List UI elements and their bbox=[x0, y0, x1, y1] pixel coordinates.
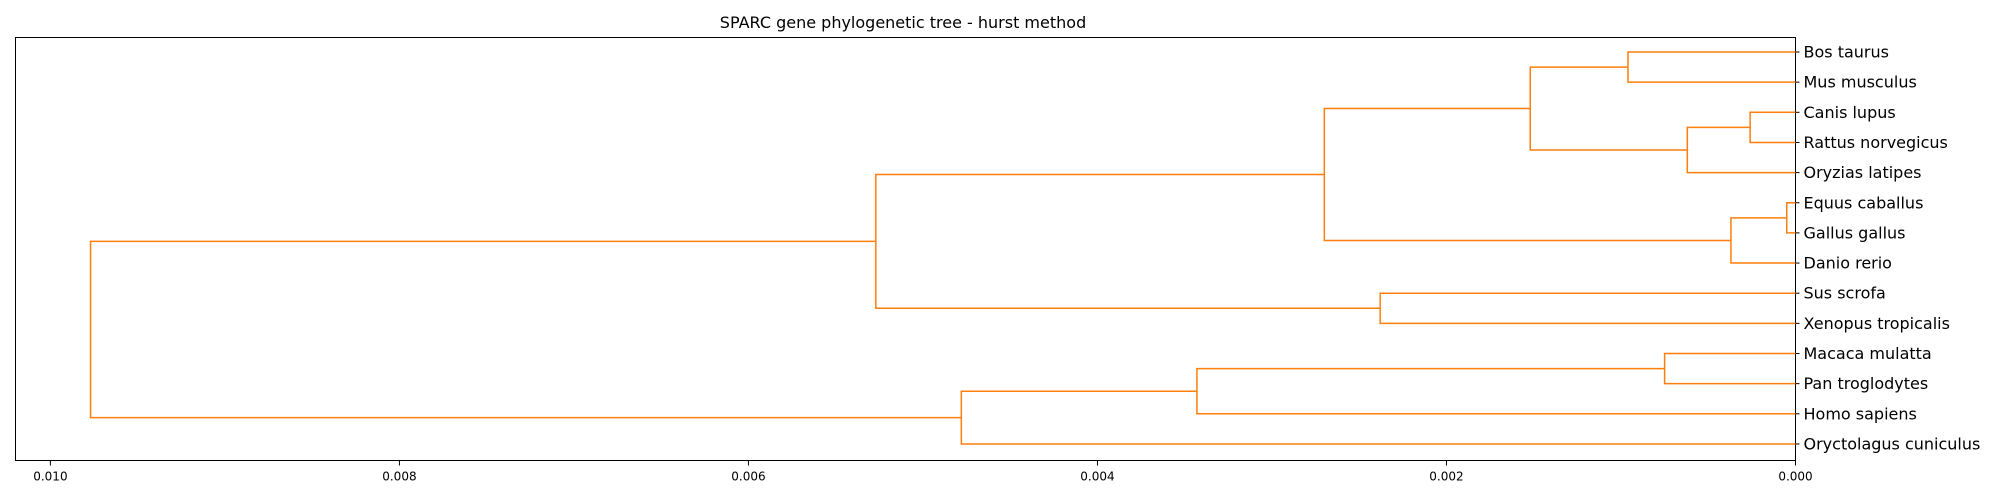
leaf-label: Gallus gallus bbox=[1804, 223, 1906, 242]
leaf-label: Oryzias latipes bbox=[1804, 163, 1922, 182]
x-tick-label: 0.006 bbox=[731, 470, 765, 484]
branch-12 bbox=[89, 240, 962, 419]
branch-0 bbox=[1627, 51, 1796, 83]
leaf-label: Mus musculus bbox=[1804, 73, 1917, 92]
leaf-label: Sus scrofa bbox=[1804, 284, 1886, 303]
leaf-label: Rattus norvegicus bbox=[1804, 133, 1948, 152]
branch-11 bbox=[960, 390, 1796, 445]
leaf-label: Bos taurus bbox=[1804, 43, 1889, 62]
leaf-label: Xenopus tropicalis bbox=[1804, 314, 1950, 333]
branch-7 bbox=[1323, 107, 1731, 242]
branch-5 bbox=[1730, 217, 1796, 264]
x-tick-label: 0.002 bbox=[1429, 470, 1463, 484]
branch-8 bbox=[1379, 292, 1796, 325]
leaf-label: Canis lupus bbox=[1804, 103, 1896, 122]
leaf-label: Homo sapiens bbox=[1804, 404, 1917, 423]
x-tick-label: 0.004 bbox=[1080, 470, 1114, 484]
chart-title: SPARC gene phylogenetic tree - hurst met… bbox=[720, 13, 1086, 32]
leaf-label: Equus caballus bbox=[1804, 193, 1924, 212]
leaf-label: Macaca mulatta bbox=[1804, 344, 1932, 363]
branch-3 bbox=[1663, 352, 1796, 385]
tree-branches bbox=[89, 51, 1796, 445]
leaf-label: Oryctolagus cuniculus bbox=[1804, 434, 1981, 453]
leaf-label: Danio rerio bbox=[1804, 254, 1892, 273]
x-tick-label: 0.010 bbox=[33, 470, 67, 484]
x-tick-label: 0.000 bbox=[1778, 470, 1812, 484]
leaf-label: Pan troglodytes bbox=[1804, 374, 1929, 393]
leaf-labels: Bos taurus Mus musculus Canis lupus Rattus … bbox=[1795, 43, 1981, 453]
plot-area bbox=[15, 37, 1796, 461]
branch-4 bbox=[1686, 126, 1796, 174]
branch-1 bbox=[1749, 111, 1796, 144]
branch-10 bbox=[1196, 367, 1796, 415]
branch-9 bbox=[875, 173, 1381, 310]
branch-6 bbox=[1529, 66, 1688, 151]
x-tick-label: 0.008 bbox=[382, 470, 416, 484]
x-axis: 0.010 0.008 0.006 0.004 0.002 0.000 bbox=[33, 460, 1813, 484]
branch-2 bbox=[1786, 202, 1796, 234]
